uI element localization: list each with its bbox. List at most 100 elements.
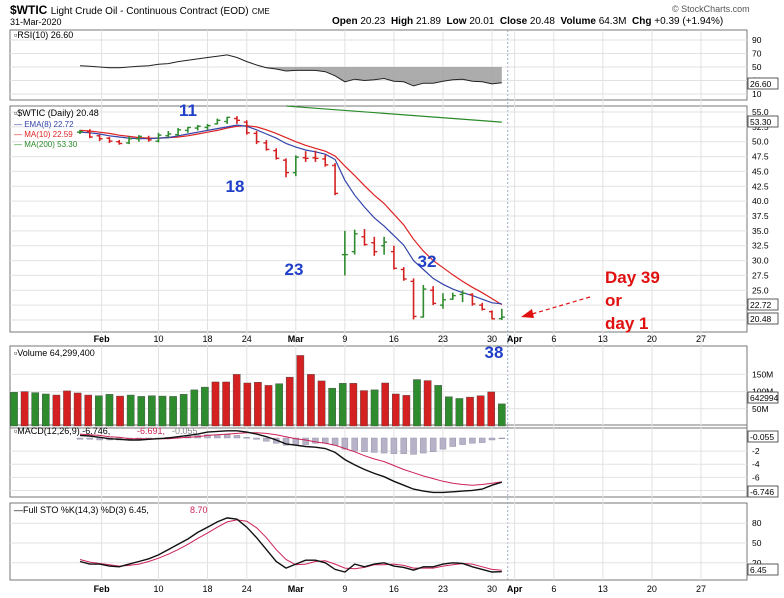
price-tick: 42.5 — [752, 181, 769, 191]
macd-histogram-bar — [469, 437, 476, 444]
open-value: 20.23 — [360, 16, 386, 27]
x-tick-label-price: 9 — [342, 334, 347, 344]
x-tick-label-price: 16 — [389, 334, 399, 344]
ohlc-readout: Open 20.23 High 21.89 Low 20.01 Close 20… — [332, 16, 723, 27]
price-bar — [243, 120, 250, 135]
ema-tag: 22.72 — [750, 300, 772, 310]
x-tick-label-bottom: 16 — [389, 584, 399, 594]
price-bar — [224, 116, 231, 124]
price-bar — [479, 302, 486, 311]
volume-bar — [434, 385, 443, 427]
volume-bar — [391, 393, 400, 427]
price-bar — [175, 128, 182, 136]
annotation-38: 38 — [485, 343, 504, 362]
callout-line-3: day 1 — [605, 314, 648, 333]
x-tick-label-price: Feb — [94, 334, 111, 344]
macd-legend-a: ▫MACD(12,26,9) -6.746, — [14, 426, 110, 436]
price-bar — [498, 308, 505, 320]
x-tick-label-bottom: 10 — [153, 584, 163, 594]
price-bar — [381, 236, 388, 255]
price-tick: 55.0 — [752, 107, 769, 117]
price-bar — [469, 293, 476, 306]
x-tick-label-bottom: Mar — [288, 584, 305, 594]
x-tick-label-bottom: 27 — [696, 584, 706, 594]
sto-legend-b: 8.70 — [190, 505, 208, 515]
volume-bar — [264, 385, 273, 427]
close-tag-box — [747, 312, 779, 325]
x-tick-label-price: 30 — [487, 334, 497, 344]
macd-histogram-bar — [380, 437, 388, 454]
macd-histogram-bar — [233, 435, 241, 439]
price-bar — [204, 123, 211, 130]
price-bar — [214, 118, 221, 125]
volume-bar — [116, 395, 124, 427]
price-tick: 45.0 — [752, 166, 769, 176]
callout-line-1: Day 39 — [605, 268, 660, 287]
macd-histogram-bar — [459, 437, 466, 445]
panel-frame-macd — [9, 424, 748, 498]
volume-bar — [222, 381, 230, 427]
high-value: 21.89 — [415, 16, 441, 27]
exchange: CME — [251, 7, 270, 16]
callout-line-2: or — [605, 291, 622, 310]
volume-tick: 50M — [752, 404, 769, 414]
rsi-legend: ▫RSI(10) 26.60 — [14, 30, 73, 40]
price-bar — [430, 286, 437, 306]
price-bar — [283, 158, 290, 178]
price-bar — [361, 229, 368, 246]
x-tick-label-bottom: Apr — [507, 584, 523, 594]
macd-histogram-bar — [439, 437, 447, 450]
price-bar — [371, 236, 378, 256]
price-bar — [233, 116, 240, 124]
symbol-title: $WTIC Light Crude Oil - Continuous Contr… — [10, 3, 270, 17]
price-bar — [449, 292, 456, 300]
close-value: 20.48 — [529, 16, 555, 27]
macd-histogram-bar — [223, 434, 231, 439]
volume-bar — [211, 381, 220, 427]
volume-bar — [169, 396, 177, 427]
price-bar — [312, 150, 319, 162]
panel-frames — [9, 29, 748, 581]
volume-bar — [126, 394, 135, 427]
volume-bar — [20, 391, 29, 427]
macd-histogram-bar — [204, 434, 211, 439]
volume-bar — [466, 396, 474, 427]
volume-bar — [349, 383, 358, 427]
sto-tick: 20 — [752, 558, 762, 568]
macd-histogram-bar — [420, 437, 427, 454]
volume-bar — [328, 387, 336, 427]
sto-tag: 6.45 — [750, 565, 767, 575]
callout-arrow-head — [521, 309, 534, 318]
panel-frame-price — [9, 105, 748, 333]
x-tick-label-price: 10 — [153, 334, 163, 344]
macd-histogram-bar — [76, 437, 84, 440]
macd-histogram-bar — [488, 437, 496, 441]
x-tick-label-bottom: 9 — [342, 584, 347, 594]
price-tick: 25.0 — [752, 285, 769, 295]
sto-k-line — [79, 517, 502, 573]
volume-bar — [243, 382, 252, 427]
volume-bar — [317, 380, 326, 427]
price-bar — [116, 139, 123, 145]
price-bar — [77, 129, 83, 134]
volume-bar — [95, 395, 103, 427]
macd-histogram-bar — [331, 437, 339, 446]
volume-bar — [73, 392, 82, 427]
low-label: Low — [446, 16, 467, 27]
low-value: 20.01 — [469, 16, 495, 27]
volume-bar — [254, 382, 262, 427]
x-tick-label-price: 18 — [203, 334, 213, 344]
price-bar — [106, 136, 113, 143]
price-legend-main: ▫$WTIC (Daily) 20.48 — [14, 108, 99, 118]
macd-histogram-bar — [371, 437, 378, 453]
price-bar — [332, 163, 339, 196]
volume-bar — [423, 380, 432, 427]
volume-bar — [455, 398, 464, 427]
price-tick: 37.5 — [752, 211, 769, 221]
volume-tag-box — [747, 391, 779, 404]
close-label: Close — [499, 16, 528, 27]
annotation-11: 11 — [179, 101, 197, 120]
volume-bar — [275, 383, 283, 427]
chart-marks — [10, 54, 591, 573]
